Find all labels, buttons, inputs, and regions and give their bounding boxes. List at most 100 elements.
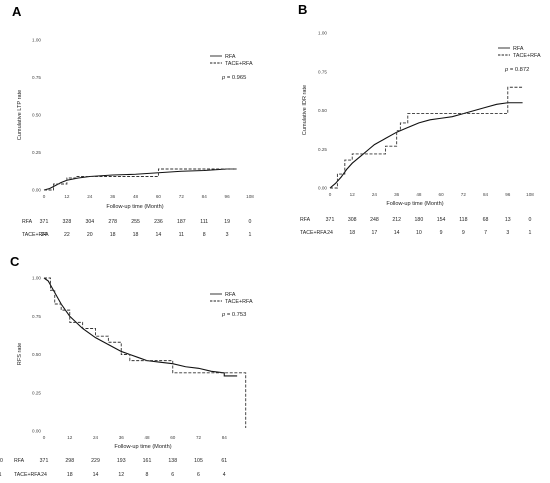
- y-tick-labels: 0.00 0.25 0.50 0.75 1.00: [32, 38, 41, 193]
- series-line-tace-rfa: [330, 86, 523, 189]
- risk-row: TACE+RFA 24 18 17 14 10 9 9 7 3 1: [300, 230, 532, 236]
- risk-cell: 161: [143, 458, 152, 464]
- series-line-tace-rfa: [44, 277, 247, 428]
- risk-cell: 308: [348, 217, 357, 223]
- risk-cell: 9: [462, 230, 465, 236]
- risk-cell: 304: [85, 219, 94, 225]
- risk-cell: 1: [0, 472, 2, 478]
- x-tick-label: 36: [110, 194, 116, 199]
- risk-cell: 229: [91, 458, 100, 464]
- risk-row-label: TACE+RFA: [14, 472, 41, 478]
- panel-a: A0.000.250.500.751.000 12 24 36 48 60 72 84 96 10…: [12, 4, 254, 238]
- y-tick-label: 0.50: [318, 108, 327, 113]
- y-tick-label: 0.75: [318, 69, 327, 74]
- y-tick-label: 1.00: [318, 31, 327, 36]
- risk-cell: 298: [65, 458, 74, 464]
- series-line-rfa: [43, 277, 238, 377]
- x-tick-label: 108: [526, 192, 534, 197]
- p-value: p = 0.965: [221, 75, 246, 81]
- risk-cell: 105: [194, 458, 203, 464]
- x-tick-label: 48: [133, 194, 139, 199]
- risk-cell: 255: [131, 219, 140, 225]
- x-tick-label: 72: [179, 194, 185, 199]
- y-tick-label: 0.00: [32, 429, 41, 434]
- x-tick-label: 108: [246, 194, 254, 199]
- legend-label: RFA: [513, 46, 524, 52]
- y-tick-label: 1.00: [32, 276, 41, 281]
- risk-cell: 12: [118, 472, 124, 478]
- risk-cell: 0: [249, 219, 252, 225]
- x-tick-labels: 0 12 24 36 48 60 72 84: [43, 435, 228, 440]
- p-value: p = 0.872: [504, 67, 529, 73]
- risk-cell: 22: [64, 232, 70, 238]
- x-tick-label: 12: [67, 435, 73, 440]
- legend-label: TACE+RFA: [225, 61, 253, 67]
- risk-cell: 6: [171, 472, 174, 478]
- x-tick-label: 60: [156, 194, 162, 199]
- risk-cell: 1: [249, 232, 252, 238]
- risk-cell: 14: [93, 472, 99, 478]
- x-tick-label: 60: [439, 192, 445, 197]
- panel-b: B0.000.250.500.751.000 12 24 36 48 60 72 84 96 10…: [298, 2, 541, 236]
- x-tick-label: 0: [329, 192, 332, 197]
- x-axis-label: Follow-up time (Month): [106, 204, 163, 210]
- risk-cell: 118: [459, 217, 467, 223]
- risk-cell: 61: [221, 458, 227, 464]
- risk-row: RFA 371 308 248 212 180 154 118 68 13 0: [300, 217, 532, 223]
- y-tick-label: 0.25: [318, 147, 327, 152]
- risk-cell: 6: [197, 472, 200, 478]
- x-tick-label: 96: [505, 192, 511, 197]
- risk-cell: 14: [394, 230, 400, 236]
- y-tick-label: 0.00: [318, 186, 327, 191]
- y-tick-label: 0.50: [32, 113, 41, 118]
- risk-row-label: TACE+RFA: [22, 232, 49, 238]
- x-tick-labels: 0 12 24 36 48 60 72 84 96 108: [43, 194, 255, 199]
- risk-cell: 14: [156, 232, 162, 238]
- risk-cell: 18: [133, 232, 139, 238]
- series-line-rfa: [329, 102, 523, 189]
- risk-cell: 111: [200, 219, 208, 225]
- x-tick-label: 96: [225, 194, 231, 199]
- risk-cell: 10: [0, 458, 3, 464]
- y-tick-label: 0.25: [32, 150, 41, 155]
- x-tick-label: 24: [372, 192, 378, 197]
- x-axis-label: Follow-up time (Month): [386, 201, 443, 207]
- y-tick-label: 0.25: [32, 390, 41, 395]
- x-tick-label: 48: [416, 192, 422, 197]
- x-tick-label: 84: [483, 192, 489, 197]
- risk-cell: 187: [177, 219, 186, 225]
- risk-row-n: 371: [40, 458, 49, 464]
- risk-cell: 9: [440, 230, 443, 236]
- x-tick-label: 24: [93, 435, 99, 440]
- risk-cell: 10: [416, 230, 422, 236]
- x-tick-labels: 0 12 24 36 48 60 72 84 96 108: [329, 192, 535, 197]
- panel-letter: A: [12, 4, 22, 19]
- risk-cell: 7: [484, 230, 487, 236]
- risk-cell: 154: [437, 217, 446, 223]
- x-tick-label: 60: [170, 435, 176, 440]
- panel-c: C0.000.250.500.751.000 12 24 36 48 60 72 84RFS …: [0, 254, 253, 478]
- risk-table: RFA 371 328 304 278 255 236 187 111 19 0TACE+RFA24…: [22, 219, 252, 238]
- x-tick-label: 12: [64, 194, 70, 199]
- risk-cell: 3: [226, 232, 229, 238]
- y-tick-labels: 0.00 0.25 0.50 0.75 1.00: [32, 276, 41, 434]
- x-tick-label: 0: [43, 435, 46, 440]
- risk-cell: 18: [67, 472, 73, 478]
- risk-cell: 180: [415, 217, 424, 223]
- risk-cell: 193: [117, 458, 126, 464]
- risk-row-label: RFA: [300, 217, 311, 223]
- risk-cell: 0: [529, 217, 532, 223]
- risk-table: RFA3712982291931611381056110TACE+RFA2418…: [0, 458, 227, 478]
- risk-cell: 20: [87, 232, 93, 238]
- risk-row-n: 24: [41, 232, 47, 238]
- y-tick-label: 1.00: [32, 38, 41, 43]
- risk-row: RFA 371 298 229 193 161 138 105 61 10: [0, 458, 227, 464]
- legend-label: RFA: [225, 54, 236, 60]
- legend-label: TACE+RFA: [513, 53, 541, 59]
